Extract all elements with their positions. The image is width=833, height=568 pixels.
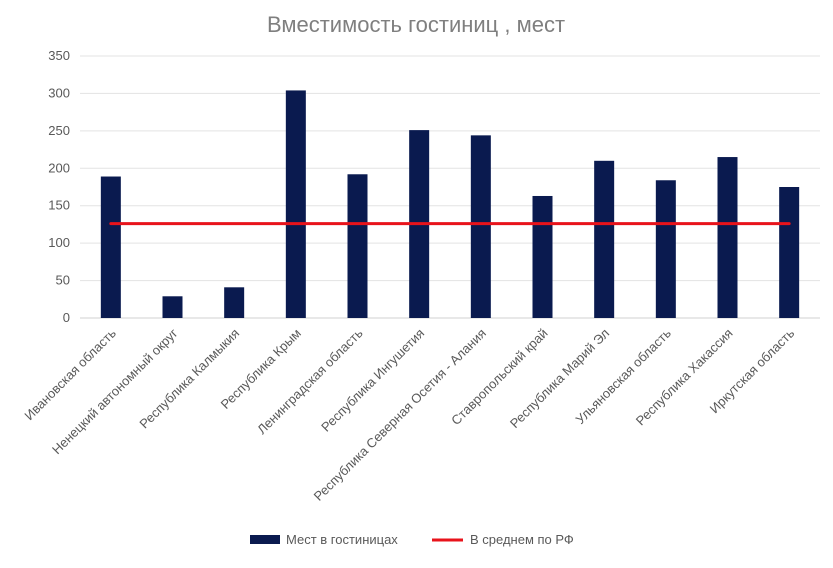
x-tick-label: Ленинградская область <box>254 325 366 437</box>
y-tick-label: 150 <box>48 198 70 213</box>
bar <box>655 180 676 318</box>
y-tick-label: 50 <box>56 273 70 288</box>
y-tick-label: 300 <box>48 85 70 100</box>
bar <box>532 195 553 318</box>
bar <box>100 176 121 318</box>
y-tick-label: 200 <box>48 160 70 175</box>
y-tick-label: 350 <box>48 48 70 63</box>
bar-series <box>100 90 800 318</box>
bar <box>594 160 615 318</box>
bar <box>717 157 738 318</box>
bar <box>162 296 183 318</box>
legend-label-line: В среднем по РФ <box>470 532 574 547</box>
bar <box>470 135 491 318</box>
y-tick-label: 100 <box>48 235 70 250</box>
bar <box>285 90 306 318</box>
bar <box>347 174 368 318</box>
gridlines <box>80 55 820 319</box>
x-tick-label: Республика Ингушетия <box>318 326 427 435</box>
legend-label-bars: Мест в гостиницах <box>286 532 398 547</box>
bar <box>224 287 245 318</box>
x-tick-label: Республика Калмыкия <box>136 326 242 432</box>
y-axis-ticks: 0 50 100 150 200 250 300 350 <box>48 48 70 325</box>
y-tick-label: 250 <box>48 123 70 138</box>
x-tick-label: Ненецкий автономный округ <box>49 325 181 457</box>
legend-swatch-bars <box>250 535 280 544</box>
legend: Мест в гостиницах В среднем по РФ <box>250 532 574 547</box>
bar <box>779 187 800 318</box>
y-tick-label: 0 <box>63 310 70 325</box>
x-tick-label: Республика Марий Эл <box>507 326 612 431</box>
chart-title: Вместимость гостиниц , мест <box>267 12 565 37</box>
